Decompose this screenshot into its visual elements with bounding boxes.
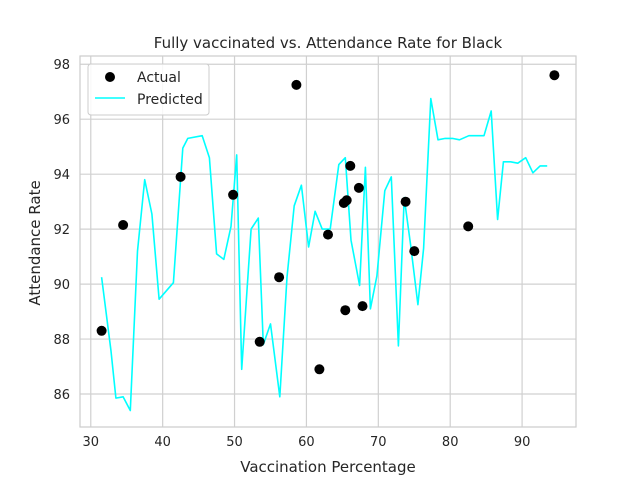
actual-series	[96, 70, 560, 375]
y-tick-label: 96	[53, 113, 70, 128]
actual-point	[357, 301, 368, 312]
actual-point	[274, 272, 285, 283]
actual-point	[409, 246, 420, 257]
actual-point	[96, 325, 107, 336]
actual-point	[254, 336, 265, 347]
chart-title: Fully vaccinated vs. Attendance Rate for…	[154, 34, 503, 52]
actual-point	[340, 305, 351, 316]
y-tick-label: 90	[53, 278, 70, 293]
actual-point	[118, 220, 129, 230]
predicted-series	[100, 97, 548, 412]
x-tick-label: 80	[442, 435, 459, 450]
actual-point	[353, 182, 364, 193]
x-tick-label: 70	[370, 435, 387, 450]
actual-point	[400, 196, 411, 207]
x-axis-label: Vaccination Percentage	[240, 458, 416, 476]
actual-point	[323, 229, 333, 240]
y-tick-label: 88	[53, 333, 70, 348]
predicted-line	[100, 97, 548, 412]
plot-frame	[79, 55, 577, 428]
y-tick-label: 94	[53, 168, 70, 183]
x-tick-label: 90	[514, 435, 531, 450]
actual-point	[228, 189, 239, 200]
actual-point	[314, 364, 325, 375]
actual-point	[463, 221, 474, 232]
tick-labels: 30 40 50 60 70 80 90 86 88 90 92 94 96 98	[53, 58, 530, 450]
legend-predicted-label: Predicted	[137, 92, 203, 108]
x-tick-label: 30	[83, 435, 100, 450]
actual-point	[341, 195, 352, 206]
legend-box	[87, 63, 210, 116]
actual-point	[175, 171, 186, 182]
legend-actual-marker	[105, 72, 115, 82]
x-tick-label: 40	[154, 435, 171, 450]
actual-point	[345, 160, 356, 171]
legend: Actual Predicted	[87, 63, 210, 116]
x-tick-label: 50	[226, 435, 243, 450]
actual-point	[549, 70, 560, 81]
y-tick-label: 92	[53, 223, 70, 238]
x-tick-label: 60	[298, 435, 315, 450]
y-axis-label: Attendance Rate	[26, 180, 44, 305]
y-tick-label: 86	[53, 388, 70, 403]
legend-actual-label: Actual	[137, 70, 181, 86]
actual-point	[291, 79, 302, 90]
y-tick-label: 98	[53, 58, 70, 73]
